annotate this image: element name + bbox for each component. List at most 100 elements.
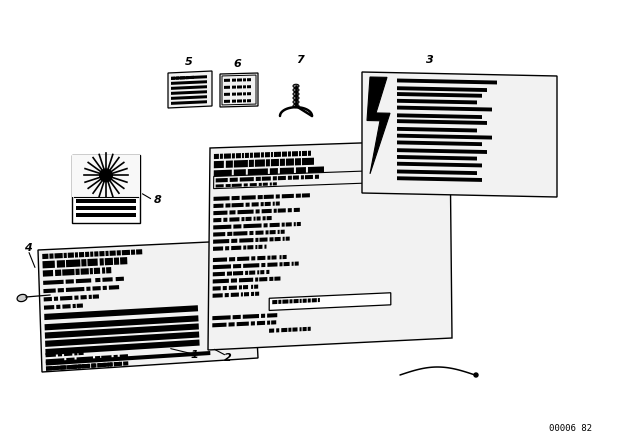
Bar bbox=[72, 155, 140, 223]
Polygon shape bbox=[91, 363, 95, 368]
Polygon shape bbox=[231, 278, 237, 283]
Polygon shape bbox=[78, 351, 84, 355]
Polygon shape bbox=[245, 271, 248, 275]
Polygon shape bbox=[255, 231, 264, 235]
Polygon shape bbox=[213, 211, 227, 215]
Polygon shape bbox=[250, 153, 253, 158]
Polygon shape bbox=[243, 285, 248, 289]
Polygon shape bbox=[397, 169, 477, 175]
Polygon shape bbox=[91, 363, 97, 368]
Polygon shape bbox=[289, 299, 292, 303]
Polygon shape bbox=[397, 134, 492, 139]
Polygon shape bbox=[131, 250, 135, 255]
Text: 6: 6 bbox=[233, 59, 241, 69]
Polygon shape bbox=[176, 77, 179, 80]
Polygon shape bbox=[116, 277, 124, 281]
Polygon shape bbox=[296, 194, 301, 198]
Polygon shape bbox=[212, 286, 221, 291]
Text: 4: 4 bbox=[24, 243, 32, 253]
Polygon shape bbox=[213, 239, 229, 244]
Polygon shape bbox=[171, 85, 207, 90]
Polygon shape bbox=[230, 210, 236, 215]
Polygon shape bbox=[250, 231, 253, 235]
Polygon shape bbox=[254, 152, 260, 158]
Polygon shape bbox=[55, 270, 61, 276]
Polygon shape bbox=[225, 246, 229, 250]
Polygon shape bbox=[90, 268, 93, 274]
Polygon shape bbox=[249, 271, 255, 275]
Polygon shape bbox=[397, 99, 477, 104]
Polygon shape bbox=[46, 366, 58, 370]
Text: 5: 5 bbox=[185, 57, 193, 67]
Polygon shape bbox=[92, 286, 100, 291]
Polygon shape bbox=[76, 278, 92, 283]
Polygon shape bbox=[260, 202, 264, 206]
Polygon shape bbox=[276, 194, 280, 198]
Polygon shape bbox=[318, 298, 320, 302]
Polygon shape bbox=[257, 216, 260, 220]
Polygon shape bbox=[293, 176, 299, 180]
Polygon shape bbox=[288, 176, 292, 180]
Polygon shape bbox=[109, 250, 116, 256]
Polygon shape bbox=[213, 224, 232, 229]
Polygon shape bbox=[229, 257, 235, 261]
Circle shape bbox=[474, 373, 478, 377]
Polygon shape bbox=[57, 260, 65, 268]
Polygon shape bbox=[397, 148, 487, 154]
Polygon shape bbox=[53, 366, 56, 370]
Polygon shape bbox=[216, 178, 228, 182]
Polygon shape bbox=[285, 237, 290, 241]
Polygon shape bbox=[62, 269, 75, 276]
Polygon shape bbox=[273, 182, 277, 185]
Polygon shape bbox=[296, 167, 306, 173]
Polygon shape bbox=[102, 267, 105, 274]
Polygon shape bbox=[171, 100, 207, 105]
Polygon shape bbox=[232, 99, 236, 103]
Polygon shape bbox=[278, 230, 280, 234]
Polygon shape bbox=[282, 299, 289, 304]
Polygon shape bbox=[44, 297, 52, 302]
Polygon shape bbox=[269, 223, 280, 227]
Polygon shape bbox=[261, 314, 265, 318]
Polygon shape bbox=[213, 246, 223, 251]
Polygon shape bbox=[397, 177, 482, 182]
Polygon shape bbox=[231, 239, 237, 243]
Polygon shape bbox=[397, 141, 482, 146]
Polygon shape bbox=[102, 286, 107, 290]
Polygon shape bbox=[44, 305, 198, 320]
Polygon shape bbox=[243, 92, 246, 95]
Polygon shape bbox=[171, 75, 207, 80]
Polygon shape bbox=[237, 78, 242, 82]
Polygon shape bbox=[274, 152, 278, 157]
Polygon shape bbox=[190, 76, 194, 79]
Polygon shape bbox=[230, 177, 238, 182]
Polygon shape bbox=[273, 176, 277, 181]
Polygon shape bbox=[397, 78, 497, 85]
Polygon shape bbox=[232, 153, 235, 159]
Polygon shape bbox=[271, 152, 273, 157]
Polygon shape bbox=[99, 251, 104, 256]
Polygon shape bbox=[214, 161, 224, 168]
Polygon shape bbox=[45, 323, 199, 339]
Polygon shape bbox=[234, 224, 241, 228]
Polygon shape bbox=[282, 223, 285, 227]
Polygon shape bbox=[289, 327, 291, 332]
Polygon shape bbox=[56, 305, 60, 309]
Polygon shape bbox=[58, 352, 62, 357]
Polygon shape bbox=[60, 296, 72, 301]
Polygon shape bbox=[232, 86, 236, 89]
Polygon shape bbox=[78, 364, 81, 369]
Polygon shape bbox=[100, 258, 104, 266]
Polygon shape bbox=[362, 72, 557, 197]
Polygon shape bbox=[264, 245, 266, 249]
Polygon shape bbox=[225, 203, 230, 207]
Polygon shape bbox=[237, 92, 242, 95]
Polygon shape bbox=[90, 251, 93, 257]
Polygon shape bbox=[38, 240, 258, 372]
Polygon shape bbox=[301, 175, 304, 179]
Polygon shape bbox=[171, 77, 175, 80]
Polygon shape bbox=[232, 196, 239, 200]
Polygon shape bbox=[308, 167, 324, 173]
Polygon shape bbox=[81, 295, 87, 299]
Polygon shape bbox=[282, 151, 287, 157]
